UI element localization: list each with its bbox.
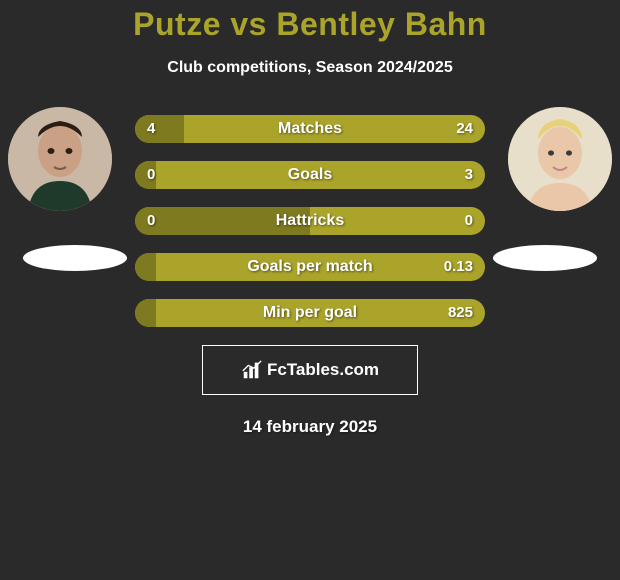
player-left-shadow <box>23 245 127 271</box>
stat-value-right: 0.13 <box>444 253 473 281</box>
brand-box: FcTables.com <box>202 345 418 395</box>
player-right-avatar <box>508 107 612 211</box>
main-row: Matches424Goals03Hattricks00Goals per ma… <box>0 115 620 327</box>
stat-row: Min per goal825 <box>135 299 485 327</box>
stat-label: Hattricks <box>135 207 485 235</box>
date-label: 14 february 2025 <box>0 417 620 437</box>
stat-row: Goals per match0.13 <box>135 253 485 281</box>
comparison-bars: Matches424Goals03Hattricks00Goals per ma… <box>135 115 485 327</box>
stat-value-right: 24 <box>456 115 473 143</box>
comparison-card: Putze vs Bentley Bahn Club competitions,… <box>0 0 620 580</box>
stat-value-right: 825 <box>448 299 473 327</box>
stat-label: Goals <box>135 161 485 189</box>
stat-value-right: 0 <box>465 207 473 235</box>
avatar-placeholder-icon <box>508 107 612 211</box>
stat-row: Hattricks0 0 <box>135 207 485 235</box>
stat-row: Goals0 3 <box>135 161 485 189</box>
stat-row: Matches4 24 <box>135 115 485 143</box>
brand-text: FcTables.com <box>267 360 379 380</box>
stat-label: Matches <box>135 115 485 143</box>
bar-chart-icon <box>241 359 263 381</box>
player-left-avatar <box>8 107 112 211</box>
player-right-shadow <box>493 245 597 271</box>
stat-label: Goals per match <box>135 253 485 281</box>
stat-label: Min per goal <box>135 299 485 327</box>
stat-value-left: 0 <box>147 161 155 189</box>
stat-value-left: 0 <box>147 207 155 235</box>
stat-value-right: 3 <box>465 161 473 189</box>
stat-value-left: 4 <box>147 115 155 143</box>
avatar-placeholder-icon <box>8 107 112 211</box>
subtitle: Club competitions, Season 2024/2025 <box>0 59 620 77</box>
page-title: Putze vs Bentley Bahn <box>0 0 620 43</box>
